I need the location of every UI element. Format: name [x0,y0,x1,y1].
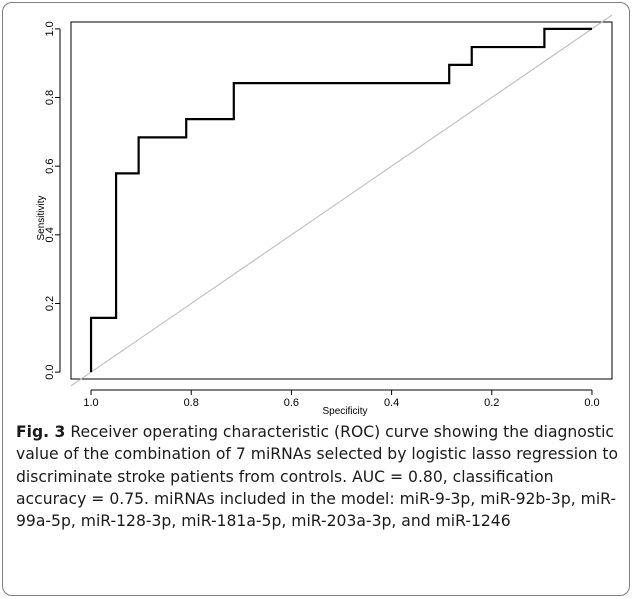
x-tick-label: 0.2 [484,397,499,409]
x-axis-label: Specificity [322,406,367,417]
figure-caption: Fig. 3 Receiver operating characteristic… [16,421,621,532]
roc-chart: 1.0 0.8 0.6 0.4 0.2 0.0 0.0 0.2 0.4 0.6 0.8 1.0 Sp… [36,14,613,417]
figure-label: Fig. 3 [16,423,66,441]
x-tick-label: 0.8 [184,397,199,409]
reference-diagonal-line [70,14,613,387]
caption-text: Receiver operating characteristic (ROC) … [16,423,619,531]
x-tick-label: 0.4 [384,397,399,409]
y-tick-label: 0.6 [44,159,56,174]
y-tick-label: 0.4 [44,227,56,242]
x-tick-label: 0.0 [584,397,599,409]
y-axis-label: Sensitivity [36,195,47,240]
x-tick-label: 0.6 [284,397,299,409]
x-axis: 1.0 0.8 0.6 0.4 0.2 0.0 [83,389,600,409]
roc-curve-line [89,27,592,373]
plot-box [70,21,613,380]
y-axis: 0.0 0.2 0.4 0.6 0.8 1.0 [44,21,61,380]
y-tick-label: 0.0 [44,364,56,379]
series-layer [70,14,613,387]
x-tick-label: 1.0 [83,397,98,409]
y-tick-label: 0.2 [44,296,56,311]
y-tick-label: 1.0 [44,21,56,36]
y-tick-label: 0.8 [44,90,56,105]
